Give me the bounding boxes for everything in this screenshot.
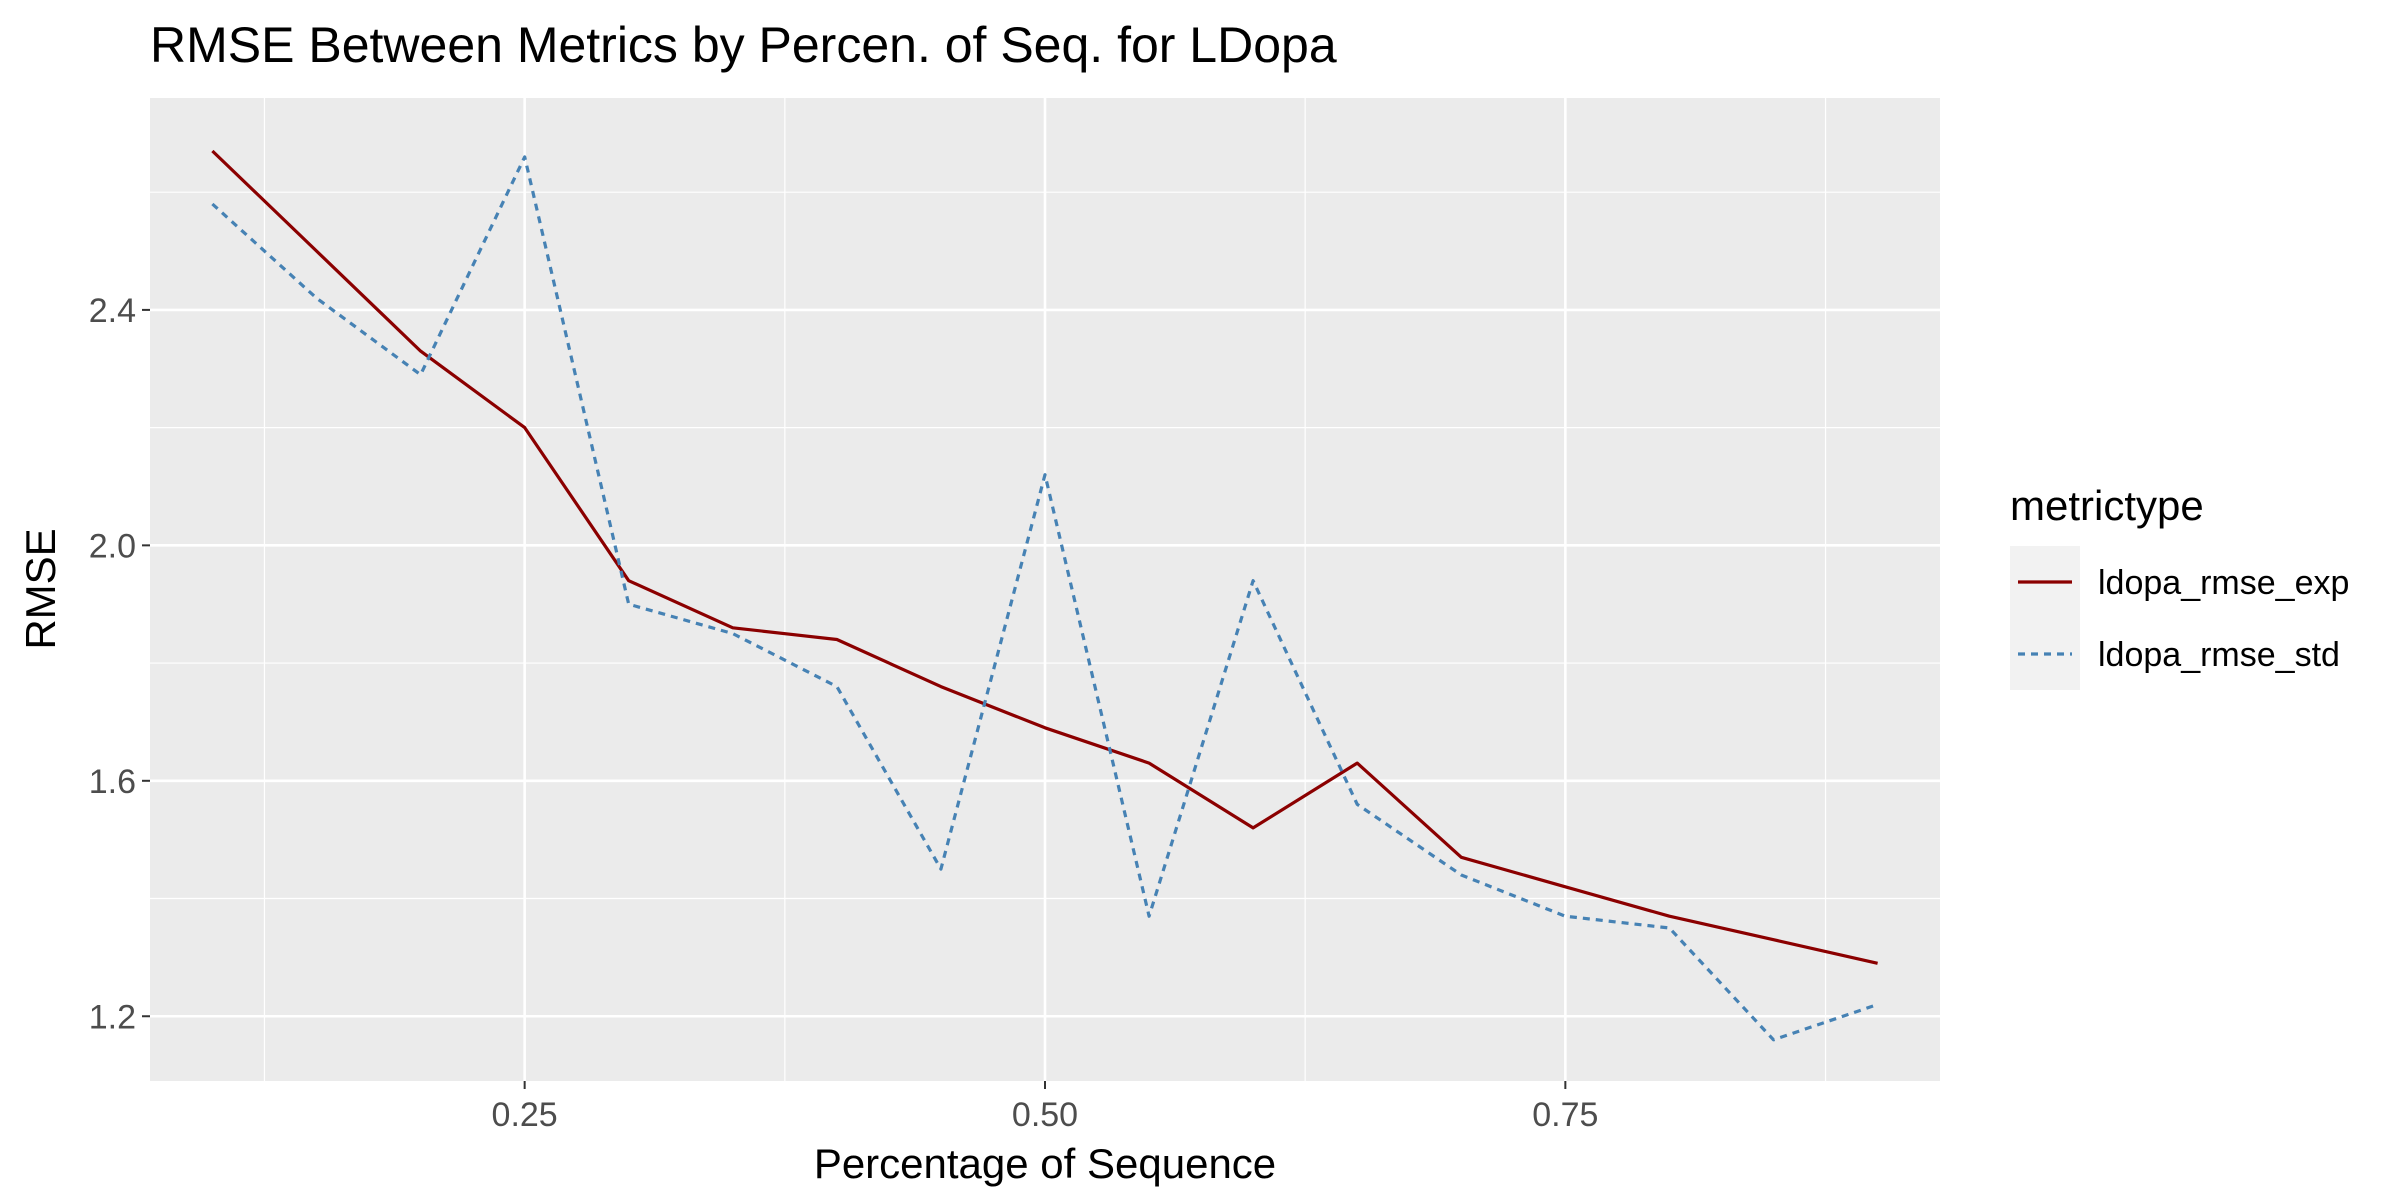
legend-label-ldopa_rmse_exp: ldopa_rmse_exp <box>2098 564 2349 602</box>
x-axis-title: Percentage of Sequence <box>814 1140 1276 1187</box>
y-tick-label: 1.6 <box>89 763 136 801</box>
x-tick-label: 0.75 <box>1532 1096 1598 1134</box>
chart-title: RMSE Between Metrics by Percen. of Seq. … <box>150 17 1337 73</box>
y-axis-ticks: 1.2 1.6 2.0 2.4 <box>89 292 150 1036</box>
y-axis-title: RMSE <box>17 528 64 649</box>
series-layer <box>211 149 1879 1042</box>
y-tick-label: 1.2 <box>89 998 136 1036</box>
x-tick-label: 0.50 <box>1012 1096 1078 1134</box>
legend: metrictype ldopa_rmse_exp ldopa_rmse_std <box>2010 482 2349 690</box>
y-tick-label: 2.4 <box>89 292 136 330</box>
legend-key-background <box>2010 546 2080 690</box>
major-gridlines <box>150 98 1940 1081</box>
y-tick-label: 2.0 <box>89 527 136 565</box>
legend-title: metrictype <box>2010 482 2204 529</box>
legend-label-ldopa_rmse_std: ldopa_rmse_std <box>2098 636 2340 674</box>
legend-items: ldopa_rmse_exp ldopa_rmse_std <box>2018 564 2349 674</box>
x-tick-label: 0.25 <box>492 1096 558 1134</box>
x-axis-ticks: 0.25 0.50 0.75 <box>492 1081 1598 1134</box>
series-line-ldopa_rmse_exp <box>211 149 1878 965</box>
series-line-ldopa_rmse_std <box>211 155 1879 1042</box>
